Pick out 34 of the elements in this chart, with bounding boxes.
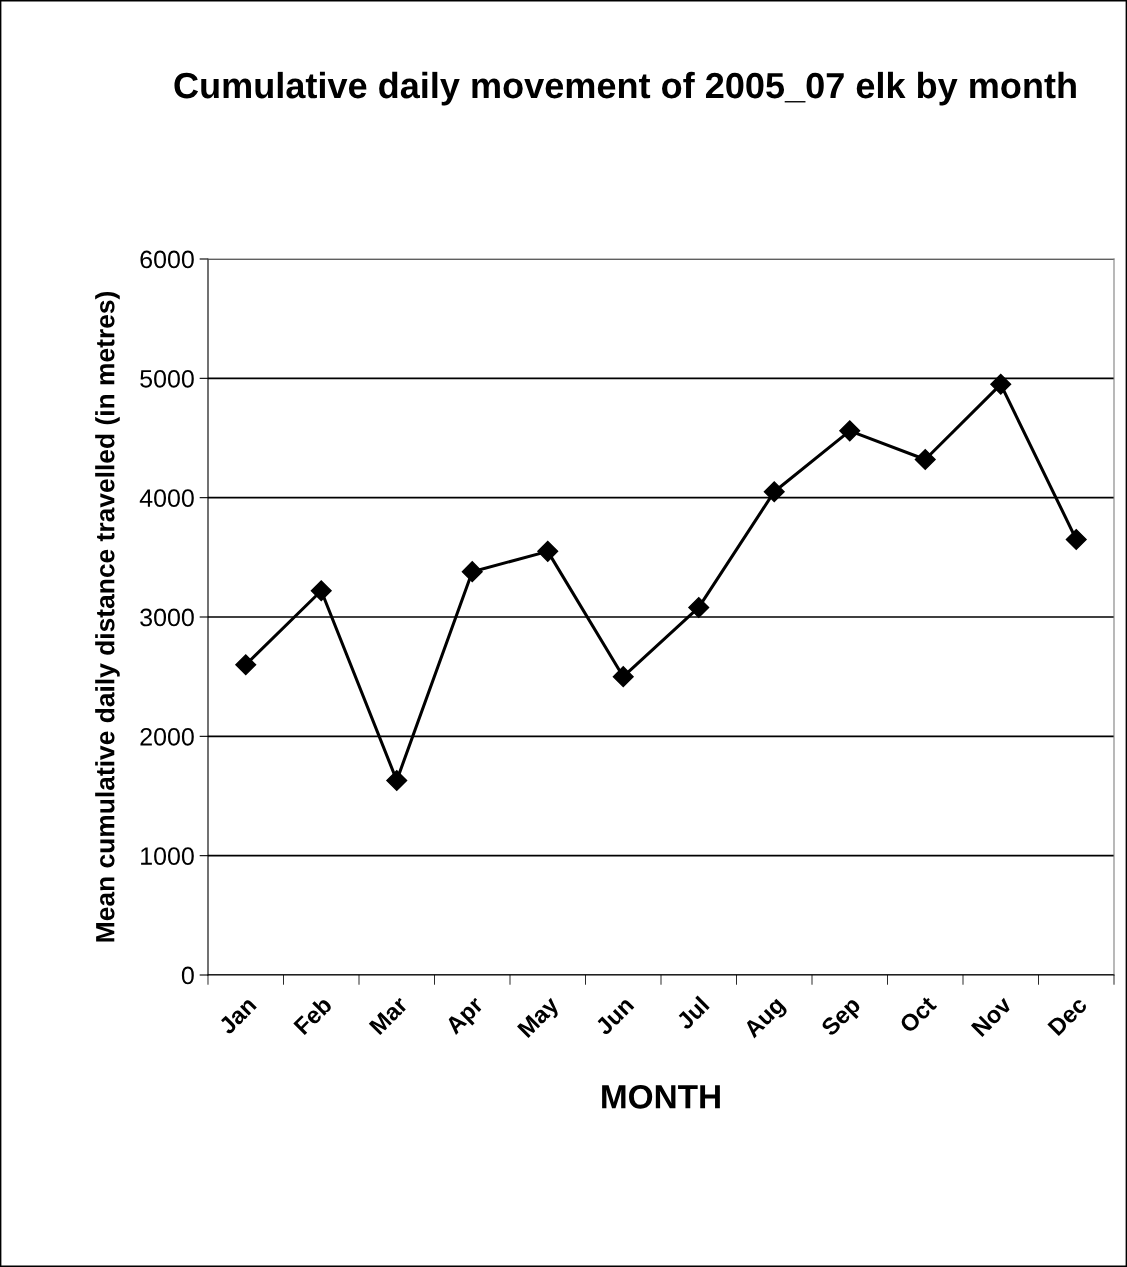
y-tick-label: 1000 xyxy=(141,847,194,865)
y-tick-label: 6000 xyxy=(140,250,194,269)
x-tick-label: Sep xyxy=(820,995,865,1041)
y-tick-label: 0 xyxy=(181,966,194,985)
point xyxy=(310,580,332,602)
x-tick-label: May xyxy=(517,995,564,1042)
y-tick-label: 3000 xyxy=(140,608,194,627)
x-tick-label: Oct xyxy=(898,995,938,1034)
point xyxy=(612,666,634,688)
x-tick-label: Dec xyxy=(1047,995,1089,1037)
point xyxy=(688,596,710,618)
x-tick-label: Mar xyxy=(368,995,409,1036)
point xyxy=(839,420,861,442)
point xyxy=(1065,528,1087,550)
point xyxy=(914,448,936,470)
x-tick-label: Jan xyxy=(217,996,257,1036)
point xyxy=(235,654,257,676)
x-tick-label: Aug xyxy=(742,996,789,1043)
x-tick-label: Nov xyxy=(970,995,1013,1038)
y-tick-label: 4000 xyxy=(139,489,194,507)
point xyxy=(763,481,785,503)
point xyxy=(537,540,559,562)
point xyxy=(461,561,483,583)
chart-title: Cumulative daily movement of 2005_07 elk by month xyxy=(174,71,1076,106)
point xyxy=(990,373,1012,395)
point xyxy=(386,769,408,792)
y-tick-label: 2000 xyxy=(140,727,194,746)
x-tick-label: Jun xyxy=(594,996,635,1037)
x-tick-label: Jul xyxy=(674,995,710,1031)
x-tick-label: Apr xyxy=(444,995,488,1039)
y-axis-title: Mean cumulative daily distance travelled (in metres) xyxy=(95,291,120,942)
x-tick-label: Feb xyxy=(292,995,333,1036)
x-axis-title: MONTH xyxy=(602,1085,720,1109)
y-tick-label: 5000 xyxy=(140,369,194,388)
